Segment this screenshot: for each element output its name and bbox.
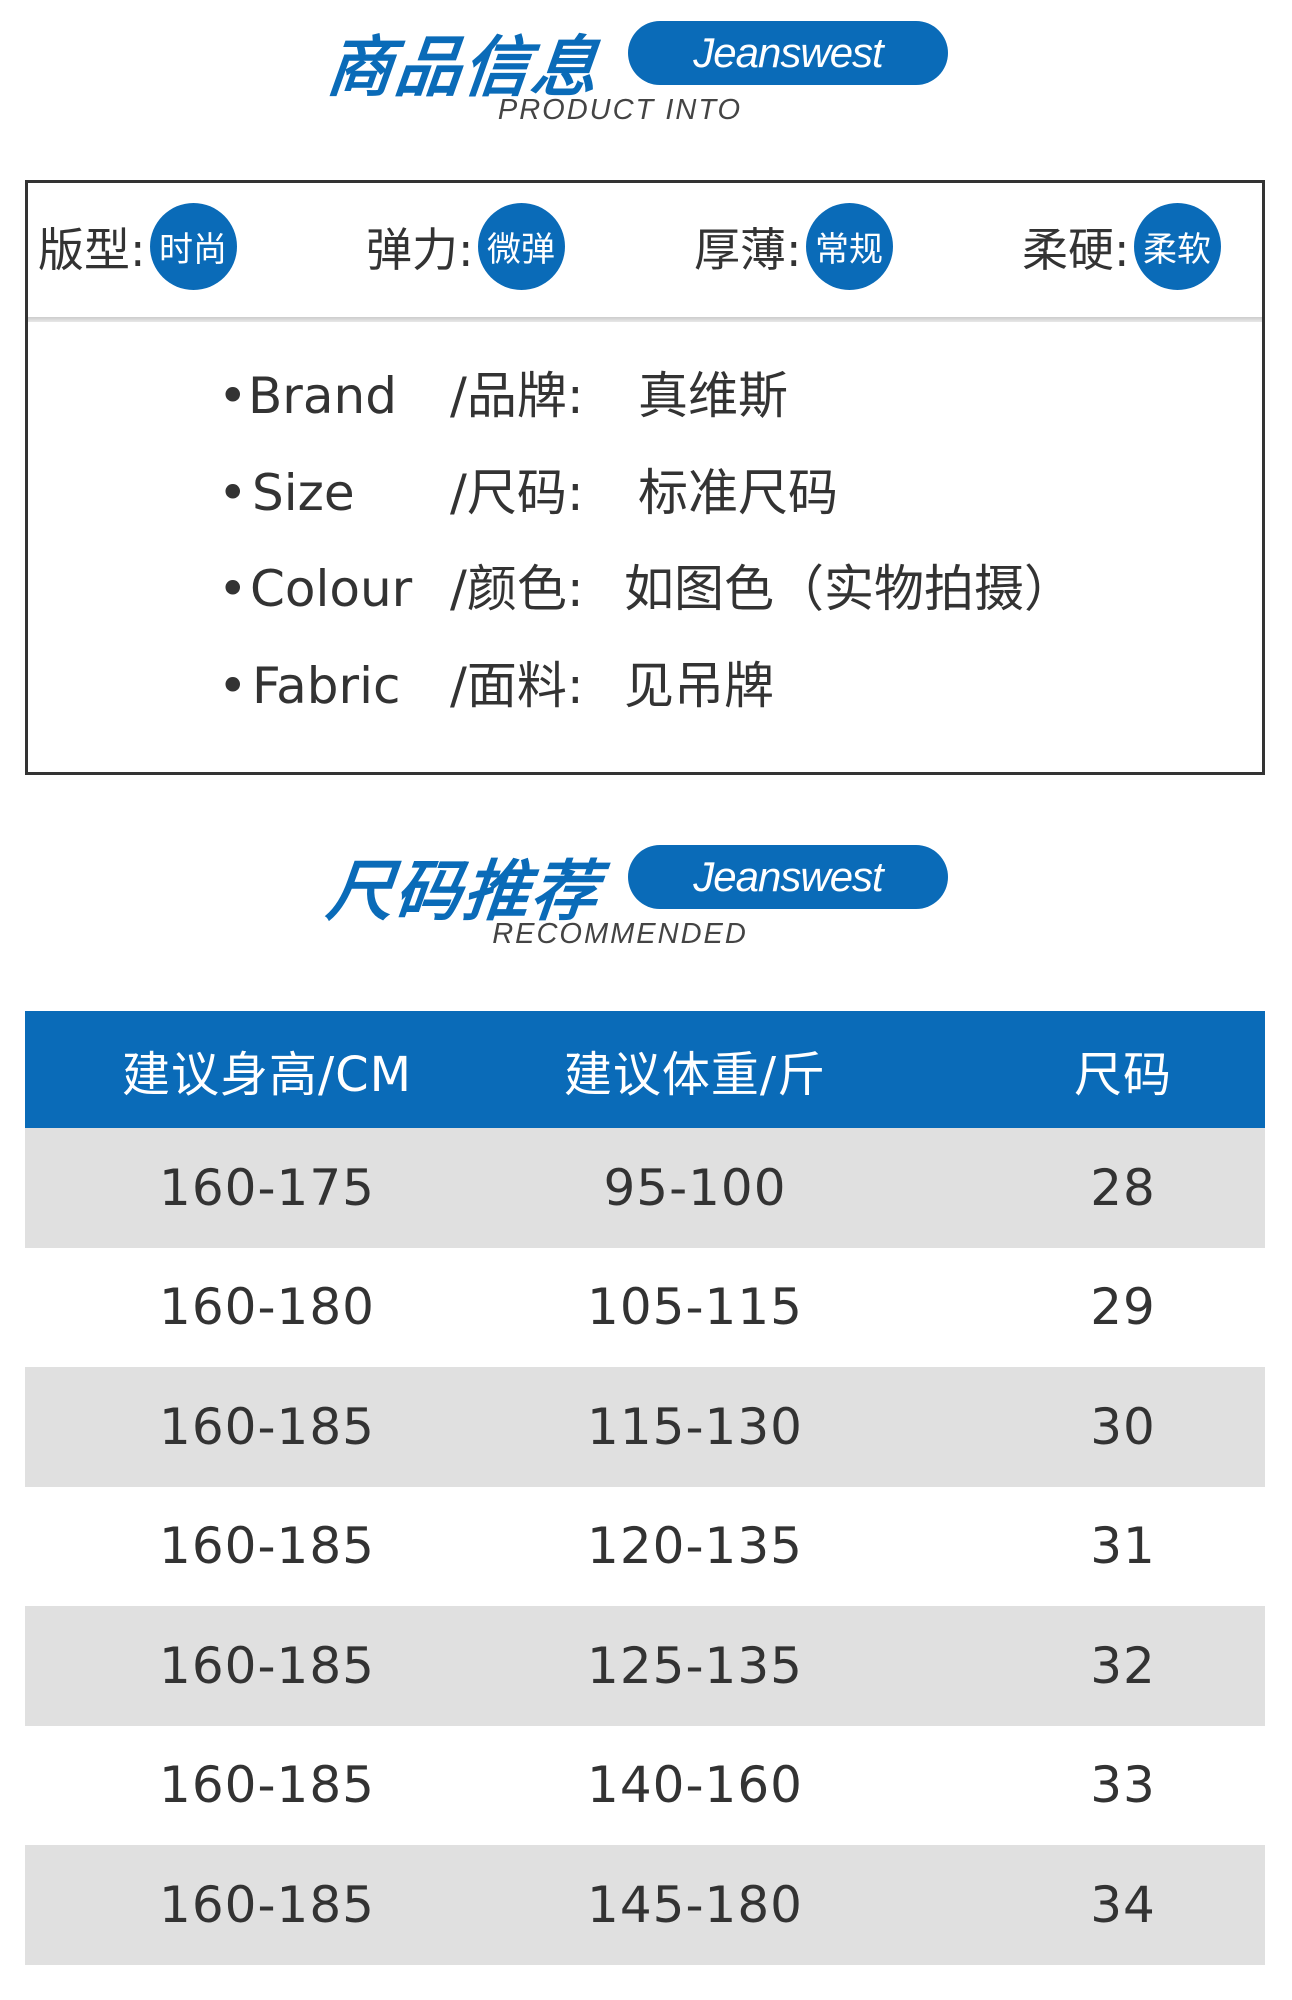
detail-zh: /尺码: <box>450 464 584 522</box>
size-table: 建议身高/CM 建议体重/斤 尺码 160-175 95-100 28 160-180… <box>25 1011 1265 1965</box>
attribute-label: 厚薄: <box>694 222 802 277</box>
bullet-icon: • <box>218 560 248 618</box>
attribute-softness: 柔硬: 柔软 <box>1022 203 1221 290</box>
attribute-label: 弹力: <box>366 222 474 277</box>
table-row: 160-185 120-135 31 <box>25 1487 1265 1607</box>
detail-value: 见吊牌 <box>624 657 774 715</box>
cell-size: 29 <box>1090 1278 1156 1337</box>
cell-weight: 115-130 <box>587 1397 803 1456</box>
attribute-thickness: 厚薄: 常规 <box>694 203 893 290</box>
table-row: 160-185 140-160 33 <box>25 1726 1265 1846</box>
attribute-row: 版型: 时尚 弹力: 微弹 厚薄: 常规 柔硬: 柔软 <box>28 183 1262 319</box>
section-subtitle: PRODUCT INTO <box>497 94 743 126</box>
cell-height: 160-185 <box>159 1636 375 1695</box>
attribute-badge: 微弹 <box>477 203 565 290</box>
cell-size: 32 <box>1090 1636 1156 1695</box>
detail-zh: /面料: <box>450 657 584 715</box>
detail-en: Fabric <box>252 657 401 715</box>
product-info-box: 版型: 时尚 弹力: 微弹 厚薄: 常规 柔硬: 柔软 • Brand /品牌:… <box>25 180 1265 775</box>
detail-en: Colour <box>250 560 413 618</box>
table-row: 160-185 115-130 30 <box>25 1367 1265 1487</box>
cell-height: 160-175 <box>159 1158 375 1217</box>
detail-value: 标准尺码 <box>638 464 838 522</box>
cell-height: 160-185 <box>159 1517 375 1576</box>
attribute-label: 版型: <box>38 222 146 277</box>
detail-value: 真维斯 <box>638 367 788 425</box>
cell-size: 28 <box>1090 1158 1156 1217</box>
detail-zh: /品牌: <box>450 367 584 425</box>
cell-height: 160-185 <box>159 1397 375 1456</box>
header-size: 尺码 <box>1073 1046 1173 1103</box>
table-header: 建议身高/CM 建议体重/斤 尺码 <box>25 1011 1265 1128</box>
attribute-elasticity: 弹力: 微弹 <box>366 203 565 290</box>
attribute-fit: 版型: 时尚 <box>38 203 237 290</box>
table-row: 160-175 95-100 28 <box>25 1128 1265 1248</box>
jeanswest-logo: Jeanswest <box>628 21 948 85</box>
detail-value: 如图色（实物拍摄） <box>624 560 1074 618</box>
cell-size: 33 <box>1090 1756 1156 1815</box>
cell-size: 34 <box>1090 1875 1156 1934</box>
cell-size: 31 <box>1090 1517 1156 1576</box>
cell-weight: 95-100 <box>603 1158 787 1217</box>
bullet-icon: • <box>218 367 248 425</box>
divider <box>28 317 1262 322</box>
table-row: 160-185 125-135 32 <box>25 1606 1265 1726</box>
table-body: 160-175 95-100 28 160-180 105-115 29 160-185 11… <box>25 1128 1265 1965</box>
cell-weight: 105-115 <box>587 1278 803 1337</box>
detail-zh: /颜色: <box>450 560 584 618</box>
cell-height: 160-180 <box>159 1278 375 1337</box>
jeanswest-logo: Jeanswest <box>628 845 948 909</box>
cell-weight: 125-135 <box>587 1636 803 1695</box>
cell-weight: 145-180 <box>587 1875 803 1934</box>
bullet-icon: • <box>218 657 248 715</box>
cell-weight: 120-135 <box>587 1517 803 1576</box>
attribute-label: 柔硬: <box>1022 222 1130 277</box>
cell-weight: 140-160 <box>587 1756 803 1815</box>
attribute-badge: 时尚 <box>149 203 237 290</box>
cell-size: 30 <box>1090 1397 1156 1456</box>
attribute-badge: 柔软 <box>1133 203 1221 290</box>
table-row: 160-180 105-115 29 <box>25 1248 1265 1368</box>
attribute-badge: 常规 <box>805 203 893 290</box>
header-weight: 建议体重/斤 <box>563 1046 827 1103</box>
cell-height: 160-185 <box>159 1756 375 1815</box>
bullet-icon: • <box>218 464 248 522</box>
cell-height: 160-185 <box>159 1875 375 1934</box>
detail-en: Size <box>252 464 355 522</box>
table-row: 160-185 145-180 34 <box>25 1845 1265 1965</box>
detail-en: Brand <box>248 367 397 425</box>
header-height: 建议身高/CM <box>121 1046 413 1103</box>
section-subtitle: RECOMMENDED <box>492 918 748 950</box>
